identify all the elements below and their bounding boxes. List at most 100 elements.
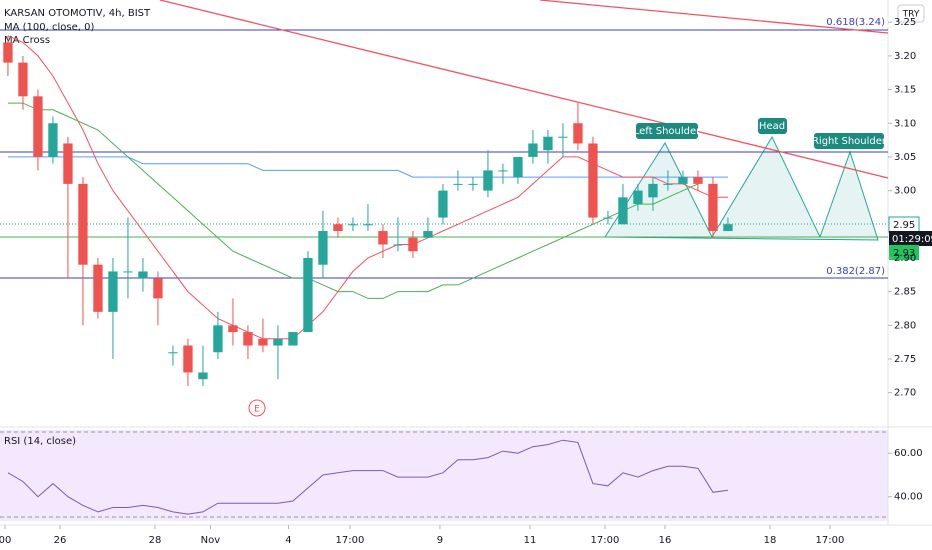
timer-box bbox=[889, 231, 932, 246]
x-tick-label: 17:00 bbox=[816, 535, 845, 546]
candle-body bbox=[378, 231, 388, 245]
x-tick-label: 9 bbox=[437, 535, 443, 546]
candle-body bbox=[48, 123, 58, 157]
candle-body bbox=[243, 332, 253, 346]
candle-body bbox=[513, 156, 523, 178]
x-tick-label: 26 bbox=[54, 535, 67, 546]
candle-body bbox=[588, 143, 598, 218]
ma-line bbox=[8, 156, 728, 178]
candle-body bbox=[408, 237, 418, 252]
candle-body bbox=[348, 224, 358, 226]
timer-label: 01:29:09 bbox=[892, 234, 932, 245]
candle-body bbox=[123, 271, 133, 273]
candle-body bbox=[183, 345, 193, 373]
candle-body bbox=[708, 183, 718, 232]
ma-line bbox=[7, 35, 728, 340]
candle-body bbox=[153, 278, 163, 299]
candle-body bbox=[198, 372, 208, 380]
ma-line bbox=[8, 102, 699, 299]
candle-body bbox=[18, 62, 28, 97]
candle-body bbox=[93, 264, 103, 312]
x-tick-label: Nov bbox=[201, 535, 221, 546]
y-tick-label: 3.10 bbox=[894, 118, 916, 129]
candle-body bbox=[528, 143, 538, 157]
y-tick-label: 60.00 bbox=[894, 448, 923, 459]
y-tick-label: 3.20 bbox=[894, 51, 916, 62]
candle-body bbox=[678, 177, 688, 184]
candle-body bbox=[648, 183, 658, 198]
candle-body bbox=[468, 183, 478, 185]
currency: TRY bbox=[902, 10, 920, 20]
candle-body bbox=[213, 325, 223, 353]
pattern bbox=[604, 135, 879, 241]
currency-box[interactable] bbox=[897, 4, 925, 23]
candle-body bbox=[573, 123, 583, 144]
candle-body bbox=[138, 271, 148, 279]
price-label: 2.93 bbox=[893, 248, 915, 259]
candle-body bbox=[498, 170, 508, 172]
rsi-title: RSI (14, close) bbox=[4, 436, 76, 447]
candle-body bbox=[78, 183, 88, 265]
fib-label: 0.618(3.24) bbox=[826, 17, 885, 28]
y-tick-label: 2.85 bbox=[894, 287, 916, 298]
label-box bbox=[636, 123, 698, 139]
y-tick-label: 2.90 bbox=[894, 253, 916, 264]
event-marker[interactable] bbox=[248, 399, 266, 417]
x-tick-label: 17:00 bbox=[336, 535, 365, 546]
y-tick-label: 40.00 bbox=[894, 492, 923, 503]
rsi-line bbox=[7, 439, 729, 515]
candle-body bbox=[63, 143, 73, 184]
candle-body bbox=[363, 224, 373, 226]
x-tick-label: 4 bbox=[285, 535, 291, 546]
trend-line bbox=[159, 0, 889, 179]
candle-body bbox=[273, 338, 283, 346]
x-tick-label: 16 bbox=[659, 535, 672, 546]
y-tick-label: 3.00 bbox=[894, 186, 916, 197]
axis: 2.70 2.75 2.80 2.85 2.90 3.00 3.05 3.10 3.15 3.20… bbox=[0, 17, 923, 546]
chart-title: KARSAN OTOMOTIV, 4h, BIST bbox=[4, 8, 151, 19]
candle-body bbox=[333, 224, 343, 232]
pattern-label: Right Shoulder bbox=[812, 136, 887, 147]
candle-body bbox=[33, 96, 43, 157]
candle-body bbox=[723, 224, 733, 232]
rsi-band bbox=[0, 430, 888, 521]
x-tick-label: 00 bbox=[0, 535, 11, 546]
x-tick-label: 17:00 bbox=[591, 535, 620, 546]
y-tick-label: 2.70 bbox=[894, 388, 916, 399]
candle-body bbox=[693, 177, 703, 184]
candle-body bbox=[603, 217, 613, 219]
candle-body bbox=[423, 231, 433, 238]
candle-body bbox=[303, 257, 313, 333]
candle-body bbox=[663, 183, 673, 185]
y-tick-label: 3.05 bbox=[894, 152, 916, 163]
label-box bbox=[814, 133, 884, 149]
candle-body bbox=[258, 338, 268, 346]
trend-line bbox=[539, 0, 889, 34]
candle-body bbox=[108, 271, 118, 312]
x-tick-label: 11 bbox=[524, 535, 537, 546]
fib-label: 0.382(2.87) bbox=[826, 266, 885, 277]
y-tick-label: 2.75 bbox=[894, 354, 916, 365]
x-tick-label: 18 bbox=[764, 535, 777, 546]
price-box bbox=[889, 245, 919, 260]
candle-body bbox=[618, 197, 628, 225]
candle-body bbox=[3, 42, 13, 63]
candle-body bbox=[168, 352, 178, 354]
y-tick-label: 3.25 bbox=[894, 17, 916, 28]
price-label: 2.95 bbox=[893, 220, 915, 231]
y-tick-label: 3.15 bbox=[894, 85, 916, 96]
candle-body bbox=[558, 136, 568, 138]
candle-body bbox=[318, 231, 328, 265]
drawings bbox=[0, 0, 932, 417]
event-label: E bbox=[254, 405, 260, 415]
y-tick-label: 2.80 bbox=[894, 320, 916, 331]
candle-body bbox=[543, 136, 553, 151]
candle-body bbox=[483, 170, 493, 191]
candle-body bbox=[633, 190, 643, 205]
candle-body bbox=[288, 332, 298, 346]
indicator-label: MA Cross bbox=[4, 35, 50, 46]
candle-body bbox=[453, 183, 463, 185]
x-tick-label: 28 bbox=[149, 535, 162, 546]
pattern-label: Left Shoulder bbox=[634, 126, 701, 137]
